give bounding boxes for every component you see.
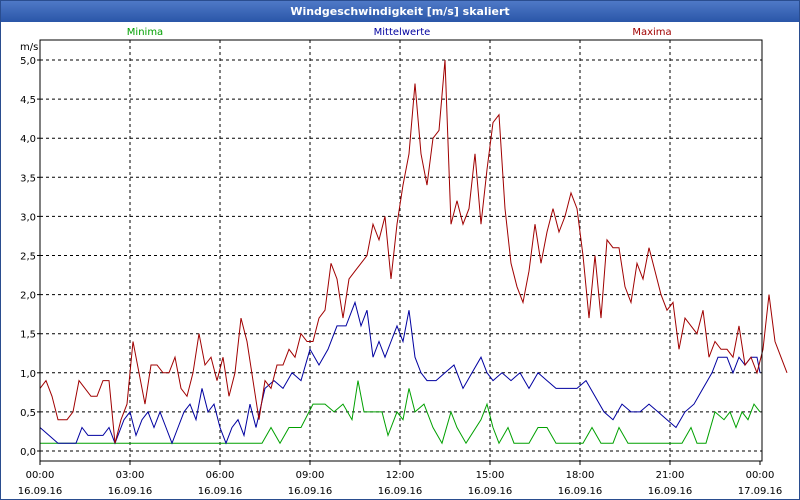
x-tick-time: 03:00 bbox=[116, 470, 145, 481]
x-tick-time: 00:00 bbox=[746, 470, 775, 481]
y-tick-label: 1,5 bbox=[20, 330, 36, 341]
y-tick-label: 3,0 bbox=[20, 212, 36, 223]
x-tick-date: 16.09.16 bbox=[18, 486, 63, 497]
y-tick-label: 4,5 bbox=[20, 95, 36, 106]
series-line-mittelwerte bbox=[39, 300, 761, 445]
y-tick-label: 5,0 bbox=[20, 56, 36, 67]
window-title: Windgeschwindigkeit [m/s] skaliert bbox=[1, 1, 799, 22]
y-axis-label: m/s bbox=[20, 42, 38, 53]
y-tick-label: 3,5 bbox=[20, 173, 36, 184]
x-tick-date: 16.09.16 bbox=[288, 486, 333, 497]
x-tick-date: 16.09.16 bbox=[108, 486, 153, 497]
x-tick-date: 16.09.16 bbox=[558, 486, 603, 497]
x-tick-time: 18:00 bbox=[566, 470, 595, 481]
series-lines bbox=[39, 59, 788, 445]
legend-mittelwerte: Mittelwerte bbox=[374, 27, 431, 38]
grid-lines bbox=[40, 40, 762, 461]
y-tick-label: 2,0 bbox=[20, 291, 36, 302]
x-axis: 00:00 16.09.16 03:00 16.09.16 06:00 16.09.16 0… bbox=[18, 461, 783, 497]
legend-maxima: Maxima bbox=[632, 27, 671, 38]
series-line-maxima bbox=[39, 59, 788, 444]
x-tick-date: 17.09.16 bbox=[738, 486, 783, 497]
y-tick-label: 0,0 bbox=[20, 447, 36, 458]
legend: Minima Mittelwerte Maxima bbox=[127, 27, 672, 38]
series-line-minima bbox=[40, 380, 761, 445]
x-tick-time: 21:00 bbox=[656, 470, 685, 481]
y-tick-label: 0,5 bbox=[20, 408, 36, 419]
x-tick-time: 06:00 bbox=[206, 470, 235, 481]
x-tick-time: 15:00 bbox=[476, 470, 505, 481]
y-tick-label: 1,0 bbox=[20, 369, 36, 380]
y-tick-label: 2,5 bbox=[20, 252, 36, 263]
x-tick-time: 09:00 bbox=[296, 470, 325, 481]
x-tick-date: 16.09.16 bbox=[648, 486, 693, 497]
x-tick-time: 00:00 bbox=[26, 470, 55, 481]
x-tick-date: 16.09.16 bbox=[378, 486, 423, 497]
y-axis: 0,0 0,5 1,0 1,5 2,0 2,5 3,0 3,5 4,0 4,5 5,0 bbox=[20, 56, 40, 458]
plot-frame bbox=[39, 39, 763, 462]
x-tick-time: 12:00 bbox=[386, 470, 415, 481]
x-tick-date: 16.09.16 bbox=[468, 486, 513, 497]
x-tick-date: 16.09.16 bbox=[198, 486, 243, 497]
legend-minima: Minima bbox=[127, 27, 163, 38]
y-tick-label: 4,0 bbox=[20, 134, 36, 145]
